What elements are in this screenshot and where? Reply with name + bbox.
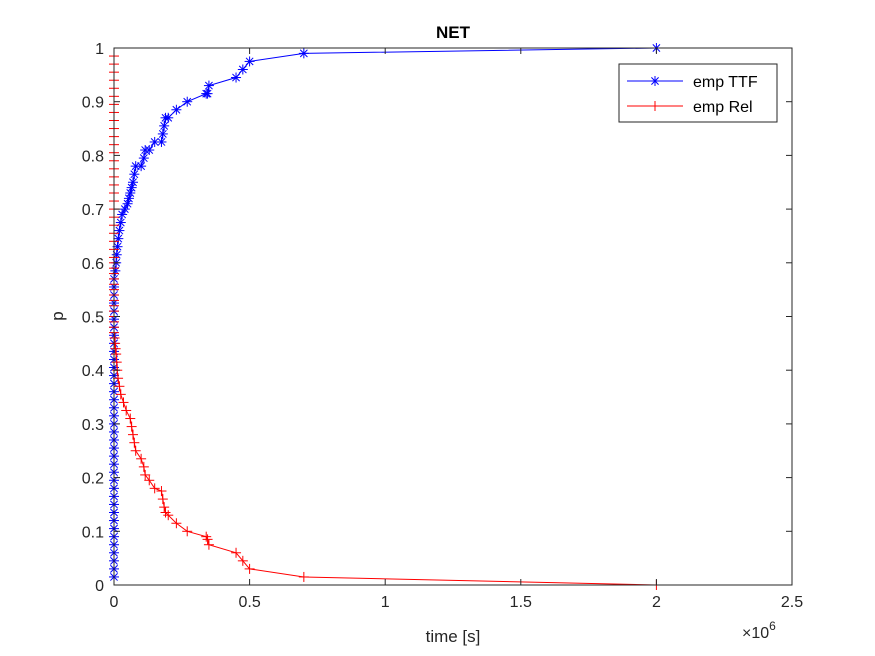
y-tick-label: 0.3 (82, 417, 104, 434)
data-point (129, 437, 140, 448)
data-point (201, 531, 212, 542)
data-point (244, 56, 255, 67)
y-tick-label: 0.4 (82, 363, 104, 380)
data-point (144, 145, 155, 156)
data-point (237, 555, 248, 566)
data-point (171, 518, 182, 529)
data-point (113, 233, 124, 244)
data-point (182, 526, 193, 537)
x-tick-label: 2.5 (781, 594, 803, 611)
data-point (129, 169, 140, 180)
data-point (136, 161, 147, 172)
data-point (110, 265, 121, 276)
plot-area (114, 48, 792, 585)
legend-box (618, 63, 778, 123)
data-point (121, 405, 132, 416)
data-point (117, 209, 128, 220)
data-point (138, 153, 149, 164)
data-point (110, 338, 121, 349)
x-axis-label: time [s] (426, 627, 481, 646)
data-point (202, 88, 213, 99)
chart-title: NET (436, 23, 471, 42)
x-tick-label: 0 (110, 594, 119, 611)
y-tick-label: 0 (95, 578, 104, 595)
data-point (126, 421, 137, 432)
data-point (125, 413, 136, 424)
data-point (113, 373, 124, 384)
data-point (156, 486, 167, 497)
legend-label: emp Rel (693, 99, 753, 116)
data-point (298, 48, 309, 59)
data-point (171, 104, 182, 115)
data-point (203, 80, 214, 91)
data-point (111, 357, 122, 368)
data-point (127, 429, 138, 440)
data-point (114, 225, 125, 236)
data-point (202, 534, 213, 545)
y-tick-label: 0.1 (82, 524, 104, 541)
x-tick-label: 1 (381, 594, 390, 611)
data-point (111, 249, 122, 260)
data-point (159, 120, 170, 131)
legend-item: emp TTF (627, 74, 758, 91)
data-point (110, 343, 121, 354)
data-point (157, 494, 168, 505)
y-tick-label: 0.6 (82, 256, 104, 273)
data-point (127, 177, 138, 188)
y-tick-label: 0.8 (82, 148, 104, 165)
y-axis-label: p (48, 311, 67, 320)
data-point (119, 204, 130, 215)
axes-layer: 0 0.5 1 1.5 2 2.5 0 0.1 0.2 0.3 0.4 0.5 0.6 0.7 0.8 0.9… (82, 41, 803, 611)
x-tick-label: 2 (652, 594, 661, 611)
y-tick-label: 0.9 (82, 95, 104, 112)
y-tick-label: 0.7 (82, 202, 104, 219)
x-axis-exponent: ×106 (742, 619, 776, 642)
data-point (114, 381, 125, 392)
data-point (244, 563, 255, 574)
data-point (149, 483, 160, 494)
legend: emp TTF emp Rel (618, 63, 778, 123)
data-point (149, 136, 160, 147)
legend-marker (650, 101, 660, 111)
data-point (231, 72, 242, 83)
x-tick-label: 1.5 (510, 594, 532, 611)
data-point (163, 112, 174, 123)
data-point (237, 64, 248, 75)
data-point (109, 332, 120, 343)
data-point (115, 389, 126, 400)
data-point (163, 510, 174, 521)
data-point (159, 502, 170, 513)
data-point (118, 397, 129, 408)
data-point (231, 547, 242, 558)
y-tick-label: 1 (95, 41, 104, 58)
data-point (156, 136, 167, 147)
legend-label: emp TTF (693, 74, 758, 91)
data-point (203, 539, 214, 550)
data-point (130, 445, 141, 456)
x-tick-label: 0.5 (238, 594, 260, 611)
data-point (115, 217, 126, 228)
x-axis-exponent-power: 6 (769, 619, 776, 633)
data-point (182, 96, 193, 107)
data-point (298, 571, 309, 582)
legend-item: emp Rel (627, 99, 753, 116)
y-tick-label: 0.5 (82, 310, 104, 327)
x-axis-exponent-base: ×10 (742, 625, 769, 642)
data-point (160, 507, 171, 518)
y-tick-label: 0.2 (82, 471, 104, 488)
data-point (111, 349, 122, 360)
data-point (122, 198, 133, 209)
data-point (144, 475, 155, 486)
data-point (138, 461, 149, 472)
data-point (157, 128, 168, 139)
data-point (140, 469, 151, 480)
legend-marker (650, 76, 660, 86)
data-point (136, 453, 147, 464)
